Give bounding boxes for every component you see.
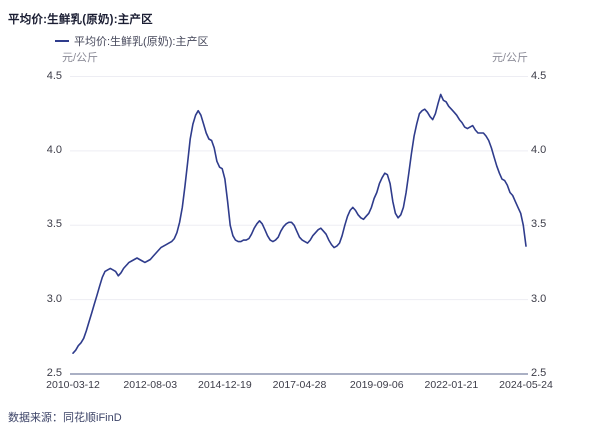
- x-tick-label: 2019-09-06: [349, 379, 404, 391]
- y-tick-label-left: 3.0: [46, 292, 62, 305]
- y-tick-label-right: 3.5: [531, 218, 547, 231]
- y-tick-label-right: 4.5: [531, 69, 547, 82]
- y-tick-label-right: 2.5: [531, 367, 547, 379]
- y-tick-label-left: 2.5: [46, 367, 62, 379]
- legend-series-label: 平均价:生鲜乳(原奶):主产区: [74, 36, 209, 48]
- x-tick-label: 2024-05-24: [499, 379, 553, 391]
- y-tick-label-right: 3.0: [531, 292, 547, 305]
- x-tick-label: 2022-01-21: [424, 379, 479, 391]
- y-tick-label-left: 4.5: [46, 69, 62, 82]
- x-tick-label: 2012-08-03: [123, 379, 178, 391]
- chart-title: 平均价:生鲜乳(原奶):主产区: [8, 14, 153, 26]
- data-source-note: 数据来源：同花顺iFinD: [8, 412, 122, 424]
- price-series-line: [72, 93, 527, 355]
- x-tick-label: 2014-12-19: [198, 379, 252, 391]
- x-tick-label: 2010-03-12: [46, 379, 100, 391]
- legend-line-swatch: [55, 39, 69, 43]
- y-tick-label-left: 4.0: [46, 143, 62, 156]
- y-axis-unit-left: 元/公斤: [62, 52, 99, 64]
- y-tick-label-left: 3.5: [46, 218, 62, 231]
- y-tick-label-right: 4.0: [531, 143, 547, 156]
- x-tick-label: 2017-04-28: [272, 379, 327, 391]
- y-axis-unit-right: 元/公斤: [491, 52, 528, 64]
- legend: 平均价:生鲜乳(原奶):主产区: [55, 33, 208, 49]
